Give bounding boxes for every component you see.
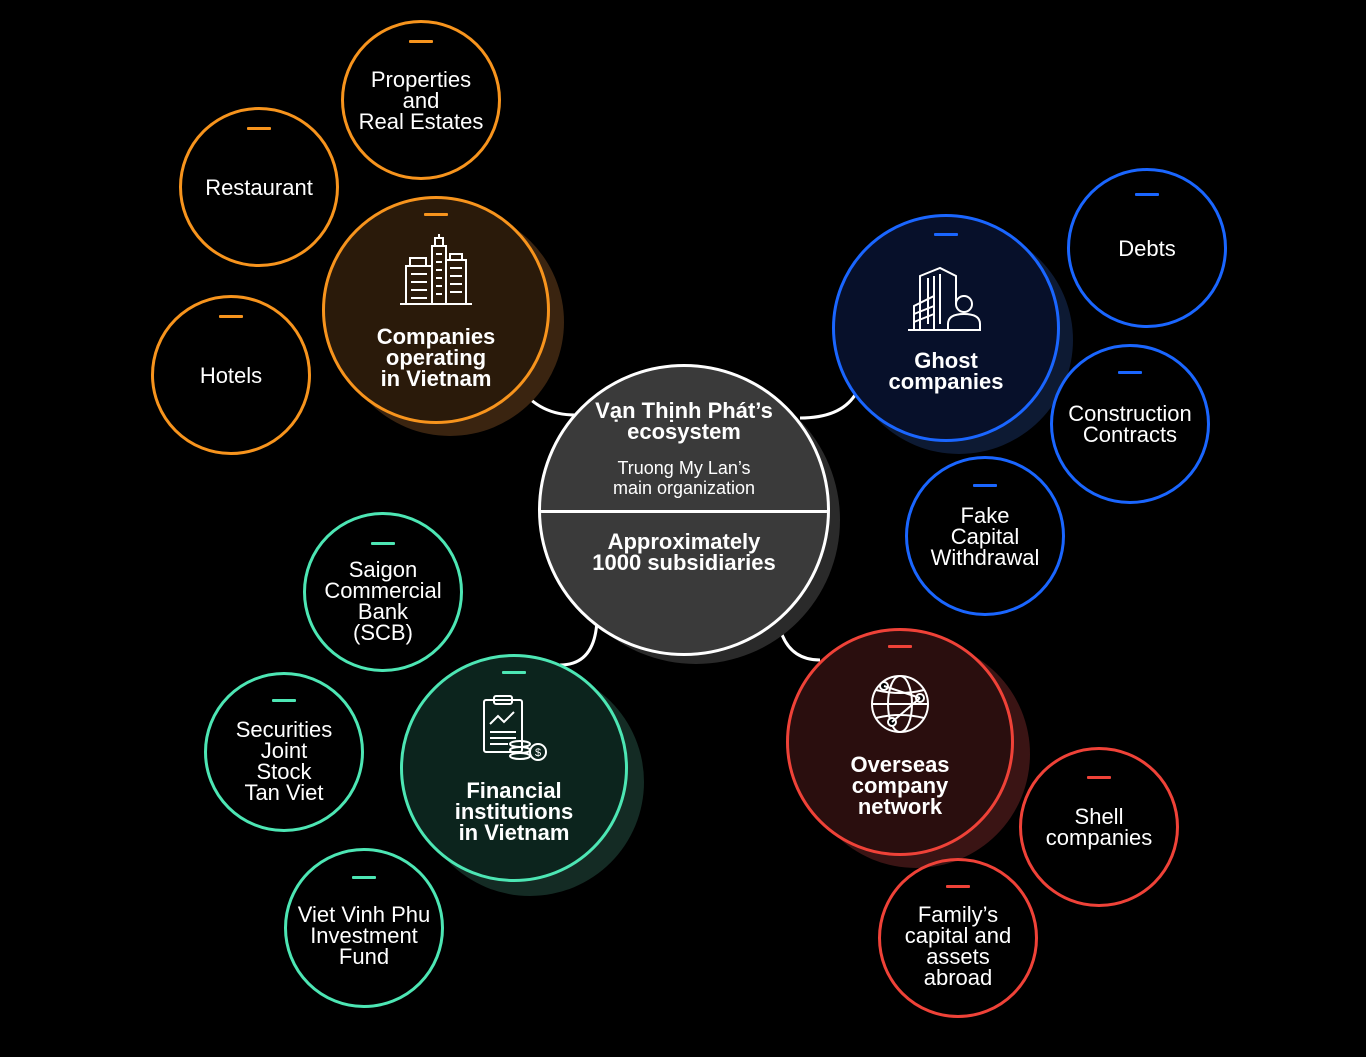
node-debts: Debts <box>1067 168 1227 328</box>
node-dash <box>409 40 433 43</box>
building-person-icon <box>908 266 981 331</box>
node-viet-vinh-phu: Viet Vinh Phu Investment Fund <box>284 848 444 1008</box>
globe-network-icon <box>871 674 929 733</box>
svg-text:$: $ <box>535 747 541 759</box>
center-count: Approximately 1000 subsidiaries <box>592 529 776 575</box>
node-label: Viet Vinh Phu Investment Fund <box>297 901 431 969</box>
node-label: Securities Joint Stock Tan Viet <box>235 717 333 805</box>
node-shell: Shell companies <box>1019 747 1179 907</box>
hub-overseas: Overseas company network <box>786 628 1014 856</box>
hub-label: Companies operating in Vietnam <box>376 323 496 391</box>
node-securities: Securities Joint Stock Tan Viet <box>204 672 364 832</box>
node-dash <box>219 315 243 318</box>
center-ecosystem-circle: Vạn Thịnh Phát’s ecosystem Truong My Lan… <box>538 364 830 656</box>
node-dash <box>946 885 970 888</box>
center-divider <box>541 510 827 513</box>
node-dash <box>272 699 296 702</box>
node-dash <box>1118 371 1142 374</box>
node-dash <box>352 876 376 879</box>
node-label: Restaurant <box>205 174 313 200</box>
node-dash <box>888 645 912 648</box>
connector-financial <box>559 619 599 667</box>
connector-ghost <box>799 394 857 420</box>
hub-ghost: Ghost companies <box>832 214 1060 442</box>
center-subtitle: Truong My Lan’s main organization <box>612 458 756 498</box>
node-hotels: Hotels <box>151 295 311 455</box>
node-dash <box>371 542 395 545</box>
hub-label: Overseas company network <box>850 751 950 819</box>
node-family: Family’s capital and assets abroad <box>878 858 1038 1018</box>
report-coins-icon: $ <box>483 694 547 761</box>
hub-financial: $ Financial institutions in Vietnam <box>400 654 628 882</box>
node-construction: Construction Contracts <box>1050 344 1210 504</box>
node-dash <box>1135 193 1159 196</box>
node-dash <box>502 671 526 674</box>
node-dash <box>247 127 271 130</box>
node-dash <box>934 233 958 236</box>
node-dash <box>973 484 997 487</box>
hub-companies: Companies operating in Vietnam <box>322 196 550 424</box>
hub-label: Ghost companies <box>888 348 1004 394</box>
node-fake-capital: Fake Capital Withdrawal <box>905 456 1065 616</box>
node-scb: Saigon Commercial Bank (SCB) <box>303 512 463 672</box>
node-label: Saigon Commercial Bank (SCB) <box>324 557 442 645</box>
node-properties: Properties and Real Estates <box>341 20 501 180</box>
node-label: Fake Capital Withdrawal <box>930 502 1040 570</box>
node-restaurant: Restaurant <box>179 107 339 267</box>
node-label: Family’s capital and assets abroad <box>904 902 1012 990</box>
node-dash <box>1087 776 1111 779</box>
node-label: Properties and Real Estates <box>358 66 484 134</box>
node-dash <box>424 213 448 216</box>
node-label: Hotels <box>199 362 263 388</box>
hub-label: Financial institutions in Vietnam <box>454 777 574 845</box>
center-title: Vạn Thịnh Phát’s ecosystem <box>595 398 773 444</box>
city-buildings-icon <box>400 233 472 305</box>
node-label: Debts <box>1118 235 1176 261</box>
node-label: Construction Contracts <box>1068 401 1192 447</box>
node-label: Shell companies <box>1045 804 1153 850</box>
